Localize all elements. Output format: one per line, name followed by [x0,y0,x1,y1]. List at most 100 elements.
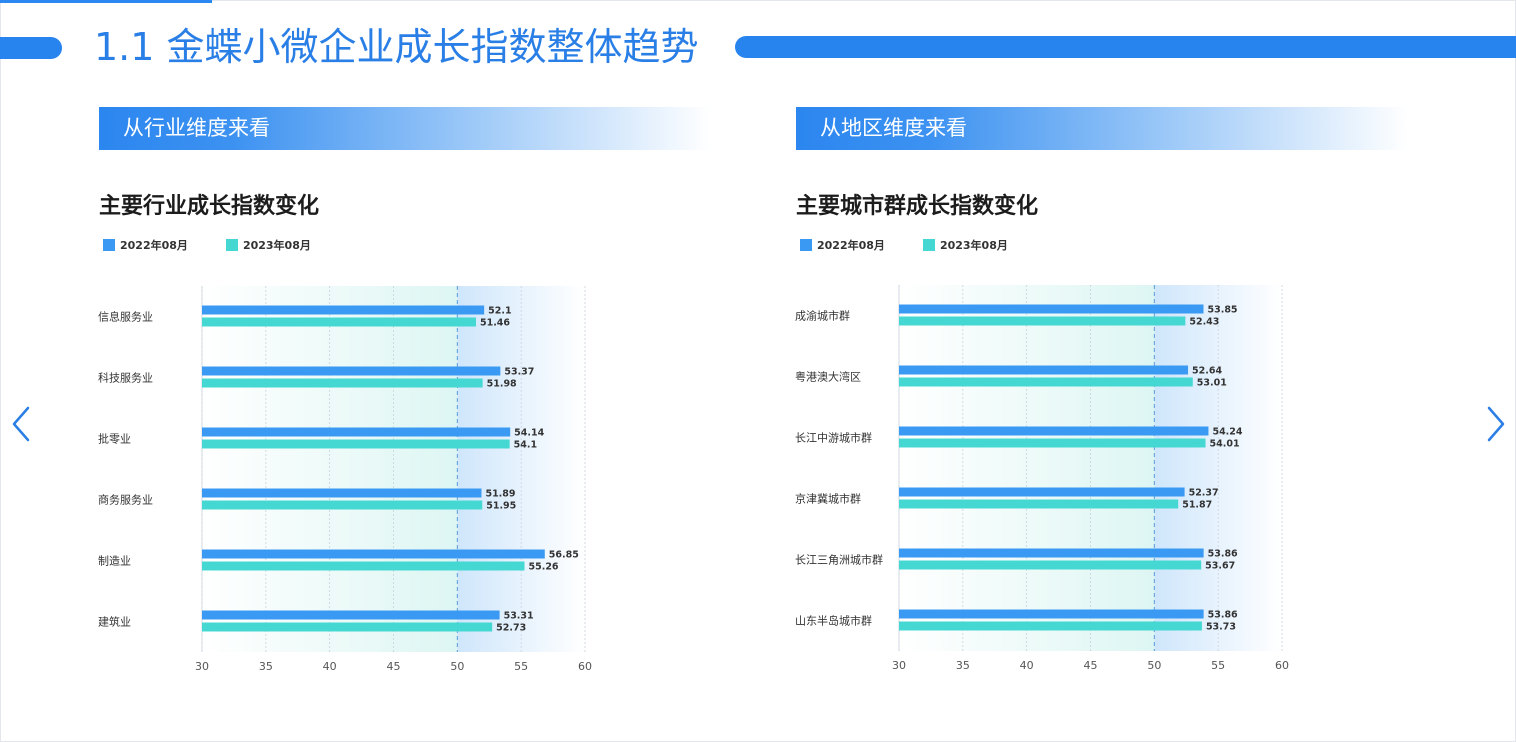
bar-2023[interactable] [202,378,483,388]
category-label: 京津冀城市群 [795,492,861,506]
chevron-left-icon[interactable] [6,402,36,446]
bar-2022[interactable] [202,549,545,559]
data-label: 53.37 [504,367,534,378]
category-label: 成渝城市群 [795,309,850,323]
x-tick-label: 35 [956,659,970,672]
data-label: 51.87 [1182,500,1212,511]
title-left-pill [0,37,62,59]
industry-chart-title: 主要行业成长指数变化 [99,194,320,219]
data-label: 52.64 [1192,366,1222,377]
x-tick-label: 60 [1275,659,1289,672]
category-label: 科技服务业 [98,371,153,385]
legend-item-2022[interactable]: 2022年08月 [800,237,885,253]
data-label: 54.01 [1210,439,1240,450]
legend-label-2023: 2023年08月 [939,239,1008,252]
x-tick-label: 40 [1020,659,1034,672]
category-label: 商务服务业 [98,493,153,507]
data-label: 51.46 [480,318,510,329]
data-label: 53.86 [1208,549,1238,560]
data-label: 56.85 [549,550,579,561]
data-label: 52.1 [488,306,511,317]
category-label: 长江三角洲城市群 [795,553,883,567]
bar-2022[interactable] [202,366,501,376]
bar-2022[interactable] [899,365,1189,375]
industry-section-banner: 从行业维度来看 [99,107,711,150]
bar-2023[interactable] [202,622,493,632]
bar-2022[interactable] [899,548,1204,558]
chevron-right-icon[interactable] [1481,402,1511,446]
x-tick-label: 55 [1211,659,1225,672]
legend-swatch-2022 [800,239,812,251]
bar-2023[interactable] [899,499,1179,509]
legend-swatch-2023 [225,239,238,251]
plot-background-right [1154,285,1282,651]
bar-2023[interactable] [202,317,476,327]
region-legend[interactable]: 2022年08月 2023年08月 [800,237,1046,253]
page-title: 1.1 金蝶小微企业成长指数整体趋势 [94,25,699,69]
bar-2022[interactable] [202,488,482,498]
legend-item-2023[interactable]: 2023年08月 [225,237,311,253]
plot-background-right [457,286,585,652]
region-section-banner: 从地区维度来看 [796,107,1408,150]
industry-bar-chart: 30 35 40 45 50 55 60 信息服务业 52.151.46 科技服务业 53.37 51… [98,286,592,673]
x-tick-label: 60 [578,660,592,673]
x-tick-label: 50 [1147,659,1161,672]
category-label: 山东半岛城市群 [795,614,872,628]
bar-2023[interactable] [899,621,1202,631]
region-chart-title: 主要城市群成长指数变化 [796,194,1039,219]
data-label: 53.01 [1197,378,1227,389]
x-tick-label: 40 [323,660,337,673]
category-label: 建筑业 [98,615,131,629]
data-label: 53.85 [1207,305,1237,316]
bar-2023[interactable] [899,438,1206,448]
bar-2022[interactable] [899,609,1204,619]
data-label: 52.37 [1189,488,1219,499]
data-label: 55.26 [528,562,558,573]
bar-2022[interactable] [202,305,485,315]
category-label: 制造业 [98,554,131,568]
category-label: 信息服务业 [98,310,153,324]
legend-swatch-2023 [922,239,935,251]
data-label: 53.31 [504,611,534,622]
data-label: 51.95 [486,501,516,512]
data-label: 53.67 [1205,561,1235,572]
bar-2023[interactable] [202,500,483,510]
legend-label-2022: 2022年08月 [817,239,885,252]
category-label: 长江中游城市群 [795,431,872,445]
bar-2022[interactable] [202,610,500,620]
bar-2023[interactable] [899,377,1193,387]
data-label: 53.86 [1208,610,1238,621]
plot-background-left [202,286,458,652]
industry-legend[interactable]: 2022年08月 2023年08月 [103,237,349,253]
x-tick-label: 30 [195,660,209,673]
top-accent-bar [0,0,212,3]
data-label: 54.1 [514,440,537,451]
bar-2023[interactable] [899,316,1186,326]
x-tick-label: 50 [450,660,464,673]
data-label: 53.73 [1206,622,1236,633]
title-right-bar [735,36,1516,58]
bar-2023[interactable] [899,560,1202,570]
legend-label-2022: 2022年08月 [120,239,188,252]
legend-item-2022[interactable]: 2022年08月 [103,237,188,253]
category-label: 粤港澳大湾区 [795,370,861,384]
data-label: 51.89 [485,489,515,500]
data-label: 52.73 [496,623,526,634]
x-tick-label: 35 [259,660,273,673]
data-label: 52.43 [1189,317,1219,328]
legend-swatch-2022 [103,239,115,251]
x-tick-label: 45 [1084,659,1098,672]
data-label: 54.24 [1212,427,1242,438]
bar-2022[interactable] [899,426,1209,436]
bar-2022[interactable] [899,304,1204,314]
bar-2022[interactable] [202,427,511,437]
category-label: 批零业 [98,432,131,446]
bar-2023[interactable] [202,561,525,571]
bar-2022[interactable] [899,487,1185,497]
legend-item-2023[interactable]: 2023年08月 [922,237,1008,253]
x-tick-label: 55 [514,660,528,673]
bar-2023[interactable] [202,439,510,449]
x-tick-label: 30 [892,659,906,672]
x-tick-label: 45 [387,660,401,673]
